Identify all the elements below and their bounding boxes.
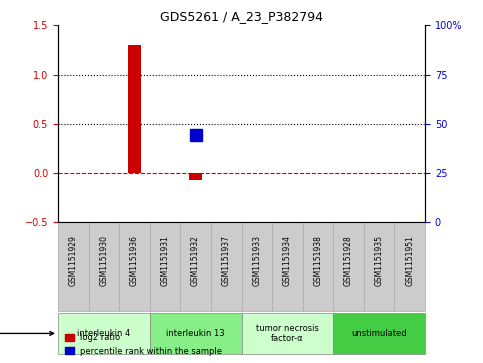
- Text: GSM1151937: GSM1151937: [222, 235, 231, 286]
- FancyBboxPatch shape: [180, 222, 211, 311]
- Text: GSM1151932: GSM1151932: [191, 235, 200, 286]
- Text: interleukin 4: interleukin 4: [77, 329, 130, 338]
- FancyBboxPatch shape: [395, 222, 425, 311]
- Text: GSM1151936: GSM1151936: [130, 235, 139, 286]
- Bar: [189, 173, 202, 180]
- Text: GSM1151934: GSM1151934: [283, 235, 292, 286]
- FancyBboxPatch shape: [211, 222, 242, 311]
- Title: GDS5261 / A_23_P382794: GDS5261 / A_23_P382794: [160, 10, 323, 23]
- FancyBboxPatch shape: [242, 313, 333, 354]
- Text: unstimulated: unstimulated: [351, 329, 407, 338]
- Text: tumor necrosis
factor-α: tumor necrosis factor-α: [256, 324, 319, 343]
- FancyBboxPatch shape: [58, 313, 150, 354]
- Text: GSM1151931: GSM1151931: [160, 235, 170, 286]
- Text: GSM1151938: GSM1151938: [313, 235, 323, 286]
- FancyBboxPatch shape: [303, 222, 333, 311]
- FancyBboxPatch shape: [150, 313, 242, 354]
- Text: GSM1151930: GSM1151930: [99, 235, 108, 286]
- Text: GSM1151935: GSM1151935: [375, 235, 384, 286]
- FancyBboxPatch shape: [333, 222, 364, 311]
- Text: agent: agent: [0, 329, 54, 338]
- FancyBboxPatch shape: [58, 222, 88, 311]
- Text: GSM1151928: GSM1151928: [344, 235, 353, 286]
- FancyBboxPatch shape: [242, 222, 272, 311]
- FancyBboxPatch shape: [333, 313, 425, 354]
- Text: GSM1151951: GSM1151951: [405, 235, 414, 286]
- FancyBboxPatch shape: [272, 222, 303, 311]
- Text: interleukin 13: interleukin 13: [166, 329, 225, 338]
- Text: GSM1151933: GSM1151933: [252, 235, 261, 286]
- FancyBboxPatch shape: [150, 222, 180, 311]
- Legend: log2 ratio, percentile rank within the sample: log2 ratio, percentile rank within the s…: [62, 330, 226, 359]
- Bar: [128, 45, 141, 173]
- FancyBboxPatch shape: [364, 222, 395, 311]
- FancyBboxPatch shape: [88, 222, 119, 311]
- FancyBboxPatch shape: [119, 222, 150, 311]
- Text: GSM1151929: GSM1151929: [69, 235, 78, 286]
